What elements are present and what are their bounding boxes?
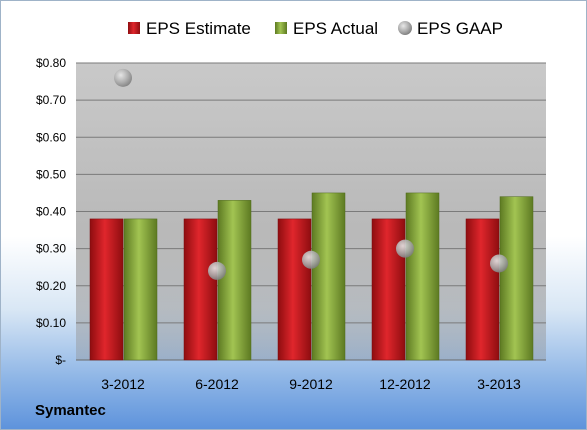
bar-eps-actual xyxy=(405,192,440,361)
bar-eps-estimate xyxy=(465,218,500,361)
legend-eps-gaap: EPS GAAP xyxy=(398,19,503,38)
legend-swatch xyxy=(398,21,412,35)
point-eps-gaap xyxy=(396,239,414,258)
y-tick-label: $0.60 xyxy=(36,130,66,144)
y-tick-label: $0.80 xyxy=(36,56,66,70)
legend-swatch xyxy=(275,22,287,34)
y-tick-label: $0.10 xyxy=(36,316,66,330)
legend-label: EPS Actual xyxy=(293,19,378,38)
legend-eps-estimate: EPS Estimate xyxy=(128,19,251,38)
point-eps-gaap xyxy=(208,261,226,280)
x-tick-label: 6-2012 xyxy=(195,376,239,392)
bar-eps-estimate xyxy=(183,218,218,361)
y-tick-label: $0.40 xyxy=(36,205,66,219)
legend-label: EPS Estimate xyxy=(146,19,251,38)
legend-eps-actual: EPS Actual xyxy=(275,19,378,38)
bar-eps-actual xyxy=(217,200,252,361)
point-eps-gaap xyxy=(302,250,320,269)
x-tick-label: 12-2012 xyxy=(379,376,431,392)
y-tick-label: $0.30 xyxy=(36,242,66,256)
legend-label: EPS GAAP xyxy=(417,19,503,38)
y-tick-label: $0.20 xyxy=(36,279,66,293)
bar-eps-actual xyxy=(123,218,158,361)
y-tick-label: $0.50 xyxy=(36,167,66,181)
bar-eps-actual xyxy=(311,192,346,361)
bar-eps-estimate xyxy=(371,218,406,361)
bar-eps-estimate xyxy=(89,218,124,361)
bar-eps-actual xyxy=(499,196,534,361)
bar-eps-estimate xyxy=(277,218,312,361)
point-eps-gaap xyxy=(114,68,132,87)
legend-swatch xyxy=(128,22,140,34)
x-tick-label: 3-2013 xyxy=(477,376,521,392)
company-label: Symantec xyxy=(35,402,106,419)
point-eps-gaap xyxy=(490,254,508,273)
y-tick-label: $- xyxy=(55,353,66,367)
x-tick-label: 9-2012 xyxy=(289,376,333,392)
y-tick-label: $0.70 xyxy=(36,93,66,107)
x-tick-label: 3-2012 xyxy=(101,376,145,392)
